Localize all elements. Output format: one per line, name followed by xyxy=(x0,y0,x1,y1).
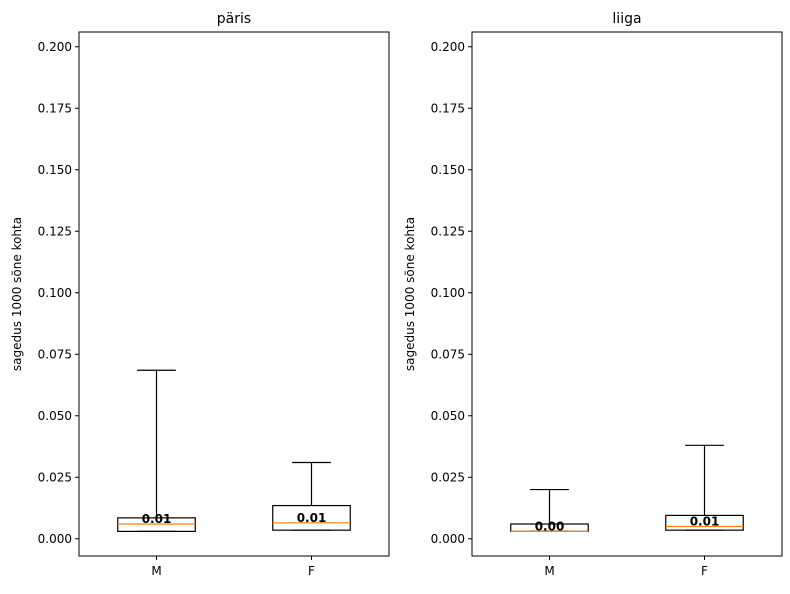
y-tick-label: 0.200 xyxy=(431,40,465,54)
y-tick-label: 0.125 xyxy=(431,224,465,238)
box-iqr xyxy=(117,517,196,532)
median-label: 0.01 xyxy=(297,511,327,525)
x-tick-label: M xyxy=(151,564,161,578)
box-f: 0.01 xyxy=(665,444,744,531)
subplot-title: liiga xyxy=(612,11,641,27)
box-m: 0.00 xyxy=(510,488,589,533)
y-tick-label: 0.025 xyxy=(38,470,72,484)
y-tick-label: 0.150 xyxy=(431,163,465,177)
median-label: 0.01 xyxy=(690,514,720,528)
y-tick-label: 0.175 xyxy=(431,101,465,115)
median-label: 0.00 xyxy=(535,519,565,533)
box-f: 0.01 xyxy=(272,461,351,531)
y-tick-label: 0.100 xyxy=(38,286,72,300)
x-tick-label: F xyxy=(308,564,315,578)
y-tick-label: 0.050 xyxy=(431,409,465,423)
y-tick-label: 0.025 xyxy=(431,470,465,484)
y-tick-label: 0.200 xyxy=(38,40,72,54)
x-tick-label: M xyxy=(544,564,554,578)
y-axis-label: sagedus 1000 sõne kohta xyxy=(403,217,417,371)
y-tick-label: 0.075 xyxy=(38,347,72,361)
y-tick-label: 0.075 xyxy=(431,347,465,361)
y-tick-label: 0.125 xyxy=(38,224,72,238)
axes-frame xyxy=(471,31,783,557)
box-m: 0.01 xyxy=(117,369,196,532)
subplot-2: liiga sagedus 1000 sõne kohta 0.000 0.025 0.… xyxy=(403,11,783,578)
subplot-1: päris sagedus 1000 sõne kohta 0.000 0.025 0.… xyxy=(10,11,390,578)
y-axis-label: sagedus 1000 sõne kohta xyxy=(10,217,24,371)
y-tick-label: 0.050 xyxy=(38,409,72,423)
x-tick-label: F xyxy=(701,564,708,578)
box-iqr xyxy=(272,504,351,531)
y-tick-label: 0.175 xyxy=(38,101,72,115)
y-tick-label: 0.150 xyxy=(38,163,72,177)
median-label: 0.01 xyxy=(142,512,172,526)
axes-frame xyxy=(78,31,390,557)
y-tick-label: 0.100 xyxy=(431,286,465,300)
subplot-title: päris xyxy=(217,11,251,27)
y-tick-label: 0.000 xyxy=(38,532,72,546)
box-iqr xyxy=(665,514,744,531)
y-tick-label: 0.000 xyxy=(431,532,465,546)
